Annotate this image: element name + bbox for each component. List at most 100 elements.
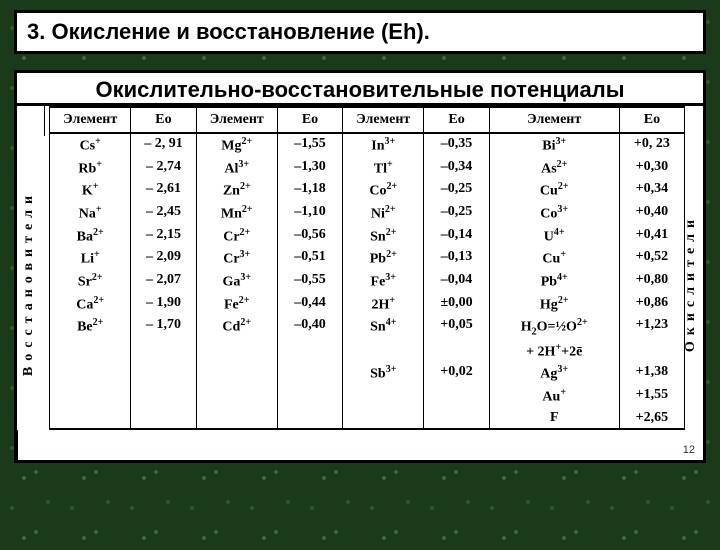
table-cell: Co3+ (489, 202, 619, 225)
table-cell (277, 385, 342, 408)
main-title: 3. Окисление и восстановление (Eh). (27, 19, 693, 45)
table-cell: 2H+ (343, 293, 424, 316)
table-cell: Mg2+ (196, 133, 277, 157)
table-cell: Tl+ (343, 157, 424, 180)
table-cell: In3+ (343, 133, 424, 157)
table-cell (50, 408, 131, 429)
table-cell: Cr2+ (196, 225, 277, 248)
table-cell: +0,02 (424, 362, 489, 385)
table-cell (277, 408, 342, 429)
col-header: Ео (277, 107, 342, 133)
table-cell (50, 385, 131, 408)
table-cell: Pb4+ (489, 270, 619, 293)
table-cell: Hg2+ (489, 293, 619, 316)
table-cell (131, 362, 196, 385)
right-vertical-label: Окислители (683, 214, 699, 352)
table-cell: U4+ (489, 225, 619, 248)
table-cell: –0,34 (424, 157, 489, 180)
table-cell: Cs+ (50, 133, 131, 157)
table-cell: F (489, 408, 619, 429)
table-cell: Ba2+ (50, 225, 131, 248)
table-cell: +0,05 (424, 315, 489, 339)
table-cell: Cu+ (489, 247, 619, 270)
table-cell: Ga3+ (196, 270, 277, 293)
table-row: Au++1,55 (50, 385, 685, 408)
table-cell: Sr2+ (50, 270, 131, 293)
table-row: Rb+– 2,74Al3+–1,30Tl+–0,34As2++0,30 (50, 157, 685, 180)
table-cell: –0,25 (424, 202, 489, 225)
table-cell (343, 408, 424, 429)
table-cell: – 1,90 (131, 293, 196, 316)
table-cell (196, 385, 277, 408)
table-cell (196, 408, 277, 429)
table-cell: –0,04 (424, 270, 489, 293)
table-cell: –1,55 (277, 133, 342, 157)
table-cell (619, 340, 684, 363)
table-cell: – 2,15 (131, 225, 196, 248)
table-cell: +0,40 (619, 202, 684, 225)
table-body: Cs+– 2, 91Mg2+–1,55In3+–0,35Bi3++0, 23Rb… (50, 133, 685, 429)
left-vertical-label: Восстановители (21, 190, 37, 376)
table-cell (131, 408, 196, 429)
table-row: Cs+– 2, 91Mg2+–1,55In3+–0,35Bi3++0, 23 (50, 133, 685, 157)
table-cell (196, 340, 277, 363)
table-cell: Fe2+ (196, 293, 277, 316)
table-cell (196, 362, 277, 385)
table-cell: –1,30 (277, 157, 342, 180)
table-cell: +0,80 (619, 270, 684, 293)
table-cell: Na+ (50, 202, 131, 225)
table-row: Sr2+– 2,07Ga3+–0,55Fe3+–0,04Pb4++0,80 (50, 270, 685, 293)
table-cell: Cr3+ (196, 247, 277, 270)
table-cell: Ca2+ (50, 293, 131, 316)
col-header: Ео (424, 107, 489, 133)
table-cell: –1,10 (277, 202, 342, 225)
col-header: Элемент (343, 107, 424, 133)
table-cell: – 2, 91 (131, 133, 196, 157)
table-cell: +1,23 (619, 315, 684, 339)
table-cell: +0,41 (619, 225, 684, 248)
col-header: Элемент (196, 107, 277, 133)
header-row: Элемент Ео Элемент Ео Элемент Ео Элемент… (50, 107, 685, 133)
table-cell: –1,18 (277, 179, 342, 202)
table-cell (131, 385, 196, 408)
col-header: Ео (619, 107, 684, 133)
table-cell (277, 340, 342, 363)
table-cell (277, 362, 342, 385)
table-row: Ca2+– 1,90Fe2+–0,442H+±0,00Hg2++0,86 (50, 293, 685, 316)
table-cell: Mn2+ (196, 202, 277, 225)
table-cell: Al3+ (196, 157, 277, 180)
table-cell (343, 340, 424, 363)
table-row: Ba2+– 2,15Cr2+–0,56Sn2+–0,14U4++0,41 (50, 225, 685, 248)
table-cell: +1,38 (619, 362, 684, 385)
table-cell: H2O=½O2+ (489, 315, 619, 339)
table-cell: +0,30 (619, 157, 684, 180)
table-cell: +0,34 (619, 179, 684, 202)
table-cell: Cd2+ (196, 315, 277, 339)
table-cell: –0,35 (424, 133, 489, 157)
table-cell (50, 340, 131, 363)
table-cell: –0,14 (424, 225, 489, 248)
table-cell: +0,86 (619, 293, 684, 316)
potentials-table: Элемент Ео Элемент Ео Элемент Ео Элемент… (49, 106, 685, 430)
table-cell: Li+ (50, 247, 131, 270)
table-cell: Sb3+ (343, 362, 424, 385)
table-cell: –0,13 (424, 247, 489, 270)
table-cell: Sn4+ (343, 315, 424, 339)
table-row: Li+– 2,09Cr3+–0,51Pb2+–0,13Cu++0,52 (50, 247, 685, 270)
table-cell: As2+ (489, 157, 619, 180)
table-cell: Rb+ (50, 157, 131, 180)
col-header: Ео (131, 107, 196, 133)
table-cell (131, 340, 196, 363)
table-cell: Fe3+ (343, 270, 424, 293)
table-cell: – 2,09 (131, 247, 196, 270)
table-row: + 2H++2ē (50, 340, 685, 363)
table-cell: +2,65 (619, 408, 684, 429)
table-cell: Sn2+ (343, 225, 424, 248)
table-cell: –0,51 (277, 247, 342, 270)
table-cell: –0,56 (277, 225, 342, 248)
table-cell (424, 385, 489, 408)
table-cell: K+ (50, 179, 131, 202)
title-box: 3. Окисление и восстановление (Eh). (14, 10, 706, 54)
table-row: Be2+– 1,70Cd2+–0,40Sn4++0,05H2O=½O2++1,2… (50, 315, 685, 339)
table-cell: Cu2+ (489, 179, 619, 202)
